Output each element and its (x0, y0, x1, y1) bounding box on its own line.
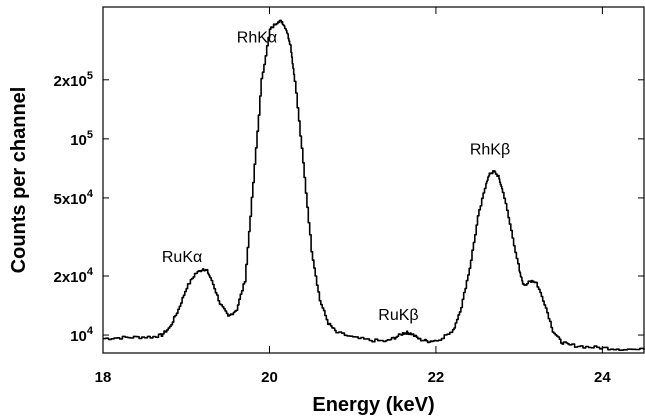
y-axis-title: Counts per channel (8, 87, 30, 274)
peak-label: RhKβ (470, 142, 510, 159)
y-axis: 104 2x104 5x104 105 2x105 (54, 70, 645, 345)
peak-label: RhKα (237, 29, 277, 46)
y-tick-label: 105 (70, 129, 93, 149)
x-axis: 18 20 22 24 (95, 7, 612, 386)
y-tick-label: 2x104 (54, 266, 94, 286)
x-tick-label: 24 (594, 369, 611, 386)
peak-label: RuKα (162, 249, 202, 266)
y-tick-label: 2x105 (54, 70, 94, 90)
x-axis-title: Energy (keV) (312, 394, 434, 416)
x-tick-label: 22 (428, 369, 445, 386)
peak-annotations: RhKα RuKα RuKβ RhKβ (162, 29, 510, 324)
x-tick-label: 18 (95, 369, 112, 386)
x-tick-label: 20 (261, 369, 278, 386)
plot-frame (103, 7, 644, 353)
spectrum-line (103, 20, 644, 350)
y-tick-label: 5x104 (54, 188, 94, 208)
plot-area (103, 7, 644, 353)
y-tick-label: 104 (70, 325, 94, 345)
peak-label: RuKβ (378, 307, 418, 324)
